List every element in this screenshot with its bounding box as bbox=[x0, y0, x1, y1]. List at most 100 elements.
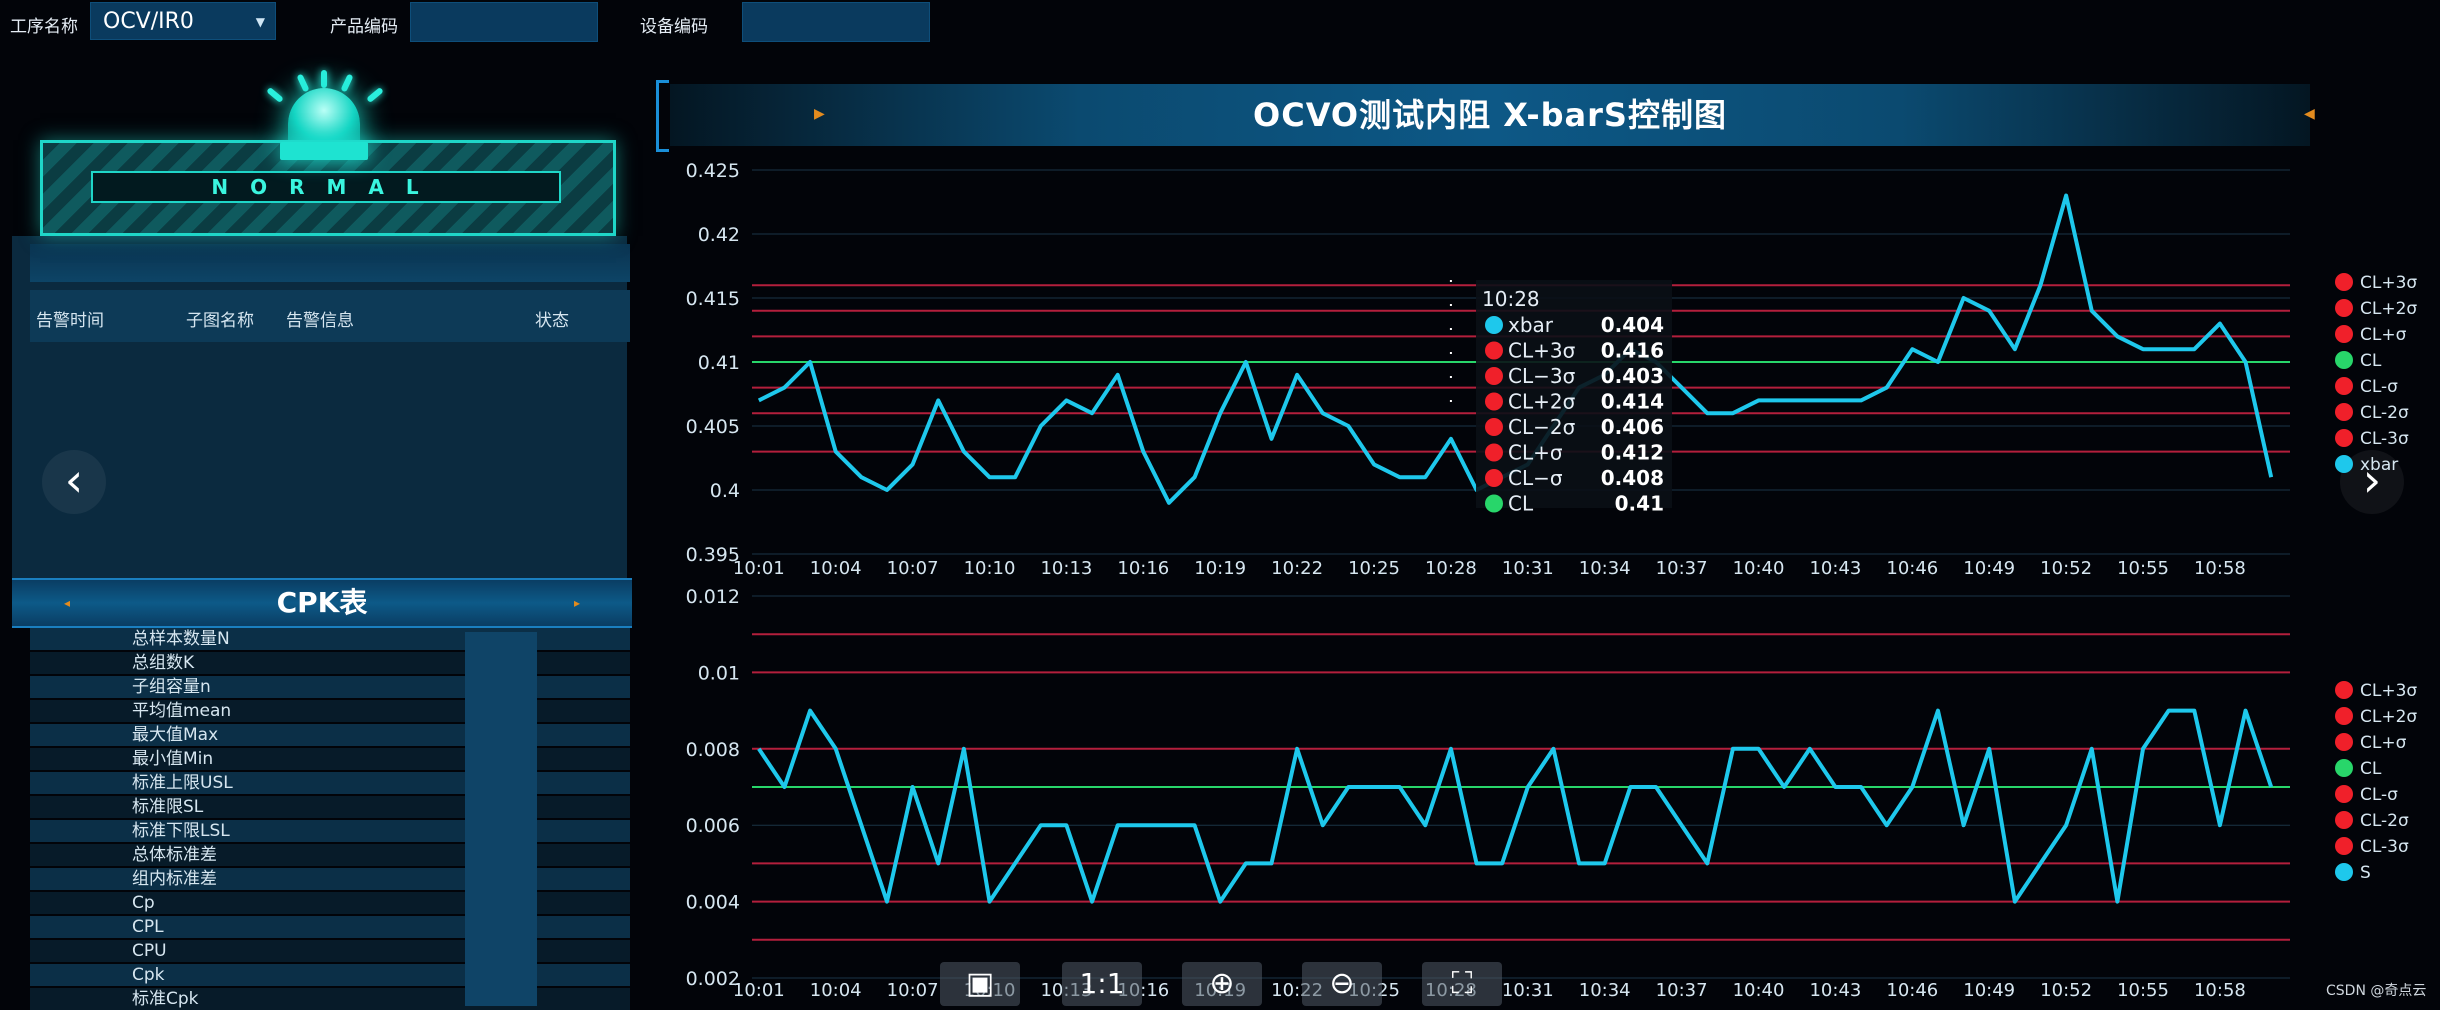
x-tick-label: 10:46 bbox=[1886, 980, 1938, 1001]
cpk-row-label: 平均值mean bbox=[132, 701, 232, 721]
cpk-row-label: 标准限SL bbox=[132, 797, 204, 817]
y-tick-label: 0.41 bbox=[698, 352, 740, 374]
tooltip-label: CL+2σ bbox=[1508, 390, 1576, 414]
y-tick-label: 0.405 bbox=[686, 416, 740, 438]
cpk-row: CPU bbox=[30, 940, 630, 962]
legend-marker bbox=[2335, 707, 2353, 725]
cpk-row: 标准上限USL bbox=[30, 772, 630, 794]
cpk-row-label: Cp bbox=[132, 893, 155, 913]
x-tick-label: 10:22 bbox=[1271, 558, 1323, 579]
col-alarm-time: 告警时间 bbox=[36, 311, 104, 331]
ratio-button[interactable]: 1:1 bbox=[1062, 962, 1142, 1006]
xbar-s-chart: 0.395 0.4 0.405 0.41 0.415 0.42 0.425 10:01 10:0… bbox=[686, 160, 2418, 1001]
x-tick-label: 10:49 bbox=[1963, 558, 2015, 579]
y-tick-label: 0.4 bbox=[710, 480, 740, 502]
cpk-row-label: 最小值Min bbox=[132, 749, 214, 769]
alarm-panel bbox=[12, 236, 627, 581]
x-tick-label: 10:13 bbox=[1040, 558, 1092, 579]
prev-arrow-icon[interactable]: ‹ bbox=[42, 450, 106, 514]
cpk-row: 标准下限LSL bbox=[30, 820, 630, 842]
col-status: 状态 bbox=[535, 311, 569, 331]
legend-label: CL+σ bbox=[2360, 733, 2407, 753]
legend-label: CL-3σ bbox=[2360, 429, 2409, 449]
tooltip-marker bbox=[1485, 341, 1503, 360]
cpk-value-column bbox=[465, 632, 537, 1006]
product-label: 产品编码 bbox=[330, 17, 398, 37]
x-tick-label: 10:04 bbox=[810, 980, 862, 1001]
x-tick-label: 10:31 bbox=[1502, 558, 1554, 579]
tooltip-label: CL−σ bbox=[1508, 466, 1563, 490]
tooltip-label: CL−3σ bbox=[1508, 364, 1576, 388]
device-input[interactable] bbox=[742, 2, 930, 42]
legend-label: S bbox=[2360, 863, 2371, 883]
cpk-row: 组内标准差 bbox=[30, 868, 630, 890]
legend-label: CL-σ bbox=[2360, 377, 2398, 397]
x-tick-label: 10:01 bbox=[733, 980, 785, 1001]
chart-title: OCVO测试内阻 X-barS控制图 bbox=[670, 84, 2310, 146]
y-tick-label: 0.002 bbox=[686, 968, 740, 990]
x-tick-label: 10:34 bbox=[1579, 558, 1631, 579]
x-tick-label: 10:10 bbox=[964, 558, 1016, 579]
cpk-row: 总体标准差 bbox=[30, 844, 630, 866]
x-tick-label: 10:52 bbox=[2040, 558, 2092, 579]
cpk-row: 平均值mean bbox=[30, 700, 630, 722]
device-label: 设备编码 bbox=[640, 17, 708, 37]
cpk-table-title: ◂ CPK表 ▸ bbox=[12, 578, 632, 628]
cpk-row-label: 总样本数量N bbox=[132, 629, 230, 649]
title-left-arrow-icon: ◀ bbox=[2304, 106, 2315, 122]
legend-label: CL+3σ bbox=[2360, 273, 2417, 293]
alarm-status-text: NORMAL bbox=[91, 171, 561, 203]
process-select-value: OCV/IR0 bbox=[103, 9, 194, 34]
fit-screen-icon[interactable]: ⛶ bbox=[1422, 962, 1502, 1006]
tooltip-value: 0.404 bbox=[1601, 313, 1664, 337]
zoom-in-icon[interactable]: ⊕ bbox=[1182, 962, 1262, 1006]
cpk-row-label: 组内标准差 bbox=[132, 869, 217, 889]
tooltip-label: CL+3σ bbox=[1508, 339, 1576, 363]
cpk-row: Cp bbox=[30, 892, 630, 914]
legend-marker bbox=[2335, 837, 2353, 855]
legend-marker bbox=[2335, 785, 2353, 803]
process-select[interactable]: OCV/IR0 ▼ bbox=[90, 2, 276, 40]
y-tick-label: 0.42 bbox=[698, 224, 740, 246]
tooltip-marker bbox=[1485, 494, 1503, 513]
x-tick-label: 10:28 bbox=[1425, 558, 1477, 579]
x-tick-label: 10:31 bbox=[1502, 980, 1554, 1001]
tooltip-marker bbox=[1485, 469, 1503, 487]
lamp-ray-icon bbox=[296, 73, 310, 93]
tooltip-label: CL−2σ bbox=[1508, 415, 1576, 439]
image-icon[interactable]: ▣ bbox=[940, 962, 1020, 1006]
legend-marker bbox=[2335, 429, 2353, 447]
process-label: 工序名称 bbox=[10, 17, 78, 37]
product-input[interactable] bbox=[410, 2, 598, 42]
legend-marker bbox=[2335, 455, 2353, 473]
x-tick-label: 10:07 bbox=[887, 980, 939, 1001]
x-tick-label: 10:25 bbox=[1348, 558, 1400, 579]
y-tick-label: 0.006 bbox=[686, 815, 740, 837]
tooltip-label: CL+σ bbox=[1508, 441, 1563, 465]
legend-marker bbox=[2335, 759, 2353, 777]
tooltip-value: 0.414 bbox=[1601, 390, 1664, 414]
x-tick-label: 10:58 bbox=[2194, 980, 2246, 1001]
x-tick-label: 10:40 bbox=[1733, 980, 1785, 1001]
zoom-out-icon[interactable]: ⊖ bbox=[1302, 962, 1382, 1006]
y-tick-label: 0.395 bbox=[686, 544, 740, 566]
legend-marker bbox=[2335, 681, 2353, 699]
tooltip-value: 0.416 bbox=[1601, 339, 1664, 363]
lamp-ray-icon bbox=[321, 70, 327, 88]
filter-bar: 工序名称 OCV/IR0 ▼ 产品编码 设备编码 bbox=[0, 0, 2440, 44]
tooltip-box bbox=[1476, 280, 1672, 508]
tooltip-time: 10:28 bbox=[1482, 287, 1540, 311]
legend-label: CL bbox=[2360, 351, 2382, 371]
legend-marker bbox=[2335, 351, 2353, 369]
y-tick-label: 0.012 bbox=[686, 586, 740, 608]
legend-label: CL-2σ bbox=[2360, 403, 2409, 423]
title-right-arrow-icon: ▶ bbox=[814, 106, 825, 122]
legend-marker bbox=[2335, 863, 2353, 881]
tooltip-marker bbox=[1485, 418, 1503, 436]
chart-title-text: OCVO测试内阻 X-barS控制图 bbox=[1253, 96, 1727, 134]
cpk-row-label: 标准Cpk bbox=[132, 989, 199, 1009]
tooltip-value: 0.408 bbox=[1601, 466, 1664, 490]
x-tick-label: 10:01 bbox=[733, 558, 785, 579]
cpk-row-label: Cpk bbox=[132, 965, 165, 985]
tooltip-marker bbox=[1485, 316, 1503, 334]
